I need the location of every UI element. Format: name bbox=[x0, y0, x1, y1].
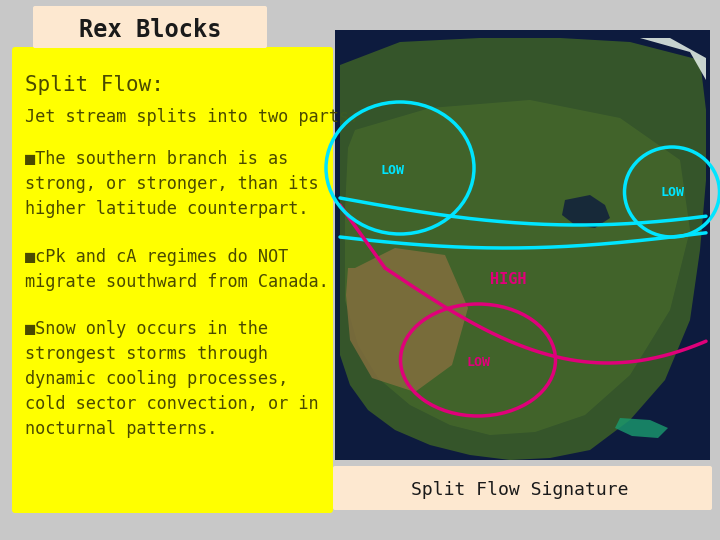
Text: Jet stream splits into two parts.: Jet stream splits into two parts. bbox=[25, 108, 359, 126]
FancyBboxPatch shape bbox=[335, 30, 710, 460]
Text: LOW: LOW bbox=[466, 355, 490, 368]
FancyBboxPatch shape bbox=[12, 47, 333, 513]
Text: HIGH: HIGH bbox=[490, 273, 526, 287]
Text: Split Flow:: Split Flow: bbox=[25, 75, 164, 95]
Polygon shape bbox=[615, 418, 668, 438]
Text: LOW: LOW bbox=[381, 164, 405, 177]
Polygon shape bbox=[575, 38, 706, 80]
FancyBboxPatch shape bbox=[333, 466, 712, 510]
Text: ■The southern branch is as
strong, or stronger, than its
higher latitude counter: ■The southern branch is as strong, or st… bbox=[25, 150, 319, 218]
Text: Split Flow Signature: Split Flow Signature bbox=[411, 481, 629, 499]
Polygon shape bbox=[345, 100, 690, 435]
Text: LOW: LOW bbox=[660, 186, 684, 199]
Polygon shape bbox=[340, 38, 706, 460]
Text: ■cPk and cA regimes do NOT
migrate southward from Canada.: ■cPk and cA regimes do NOT migrate south… bbox=[25, 248, 329, 291]
Text: Rex Blocks: Rex Blocks bbox=[78, 18, 221, 42]
Text: ■Snow only occurs in the
strongest storms through
dynamic cooling processes,
col: ■Snow only occurs in the strongest storm… bbox=[25, 320, 319, 438]
FancyBboxPatch shape bbox=[33, 6, 267, 48]
Polygon shape bbox=[346, 248, 468, 392]
Polygon shape bbox=[562, 195, 610, 228]
